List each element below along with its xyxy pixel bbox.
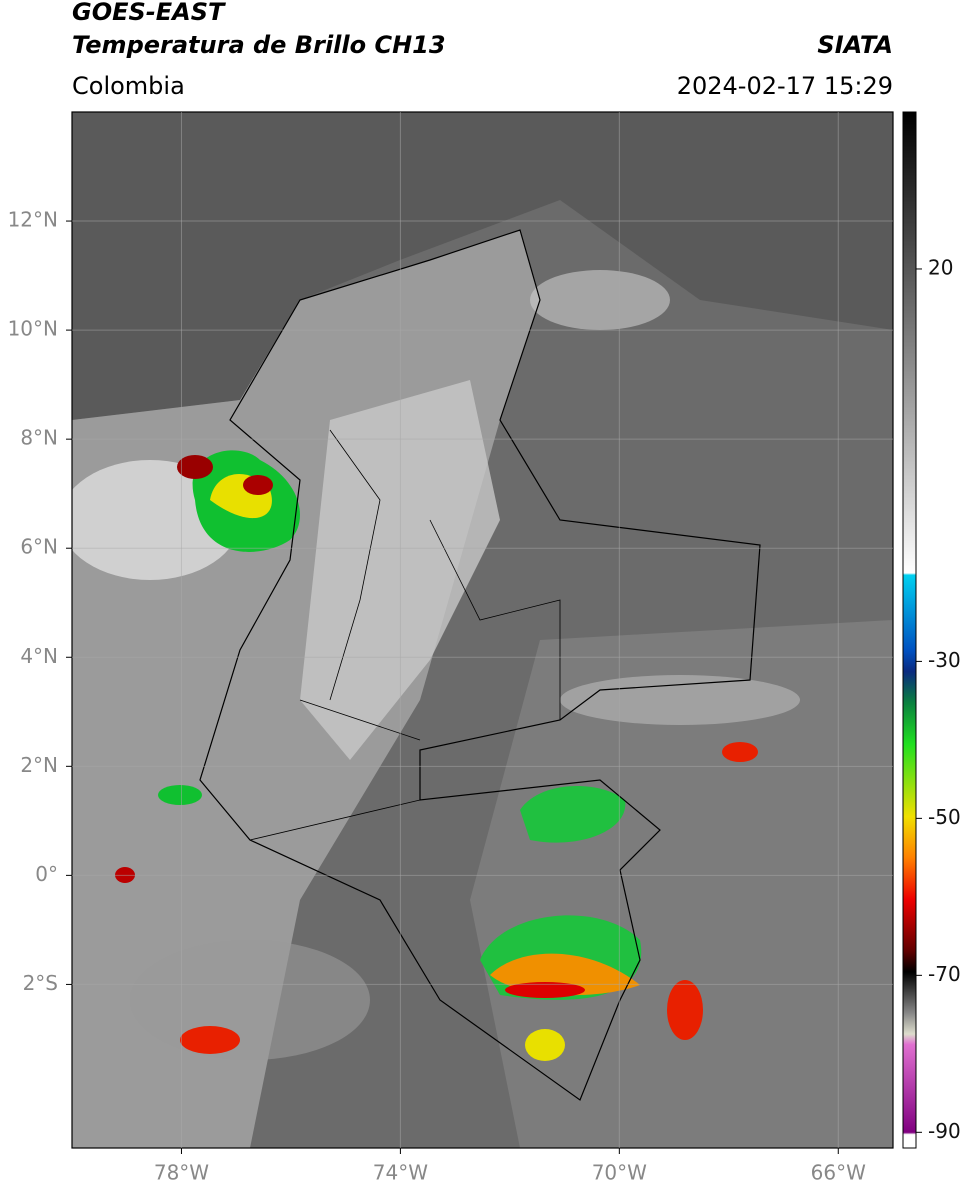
colorbar-tick-label: -50 <box>928 805 961 829</box>
colorbar-tick-label: -30 <box>928 648 961 672</box>
colorbar <box>902 111 917 1149</box>
lat-tick-label: 8°N <box>20 426 58 450</box>
colorbar-tick-label: -70 <box>928 962 961 986</box>
lat-tick-label: 2°S <box>23 971 58 995</box>
lon-tick-label: 70°W <box>592 1161 647 1185</box>
source: SIATA <box>817 31 893 59</box>
lon-tick-label: 74°W <box>373 1161 428 1185</box>
lat-tick-label: 12°N <box>8 208 58 232</box>
lat-tick-label: 4°N <box>20 644 58 668</box>
subtitle: Temperatura de Brillo CH13 <box>72 31 446 59</box>
timestamp: 2024-02-17 15:29 <box>677 72 893 100</box>
colorbar-tick-label: -90 <box>928 1119 961 1143</box>
lat-tick-label: 2°N <box>20 753 58 777</box>
title: GOES-EAST <box>72 0 226 26</box>
colorbar-tick-label: 20 <box>928 255 953 279</box>
lon-tick-label: 66°W <box>811 1161 866 1185</box>
region: Colombia <box>72 72 185 100</box>
lat-tick-label: 0° <box>35 862 58 886</box>
lat-tick-label: 10°N <box>8 317 58 341</box>
lon-tick-label: 78°W <box>154 1161 209 1185</box>
lat-tick-label: 6°N <box>20 535 58 559</box>
map-frame <box>71 111 894 1149</box>
satellite-image <box>72 112 893 1148</box>
